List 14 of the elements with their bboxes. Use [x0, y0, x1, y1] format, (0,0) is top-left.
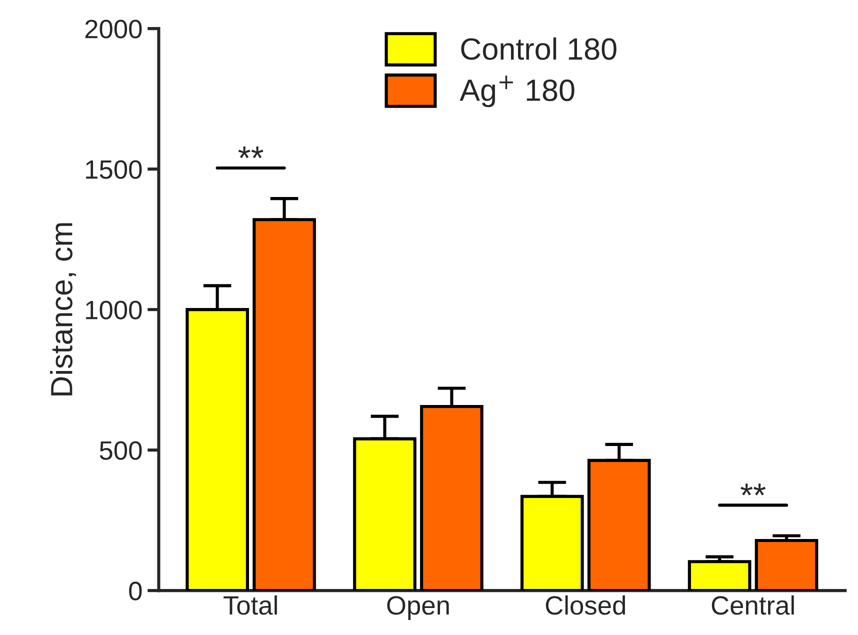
legend-label: Ag$^{+}$ 180 — [460, 76, 574, 108]
y-tick-label: 0 — [129, 582, 142, 600]
y-axis-title: Distance, cm — [50, 223, 76, 396]
annotation: ** — [238, 146, 264, 158]
x-tick-label: Total — [224, 595, 277, 615]
x-tick-label: Central — [712, 595, 794, 615]
y-tick-label: 1500 — [86, 160, 142, 179]
x-tick-label: Closed — [546, 595, 626, 615]
x-tick-label: Open — [387, 596, 449, 620]
annotation: ** — [740, 484, 766, 496]
y-tick-label: 1000 — [86, 300, 142, 320]
y-tick-label: 500 — [100, 441, 142, 460]
y-tick-label: 2000 — [85, 20, 142, 38]
legend-label: Control 180 — [461, 37, 616, 60]
